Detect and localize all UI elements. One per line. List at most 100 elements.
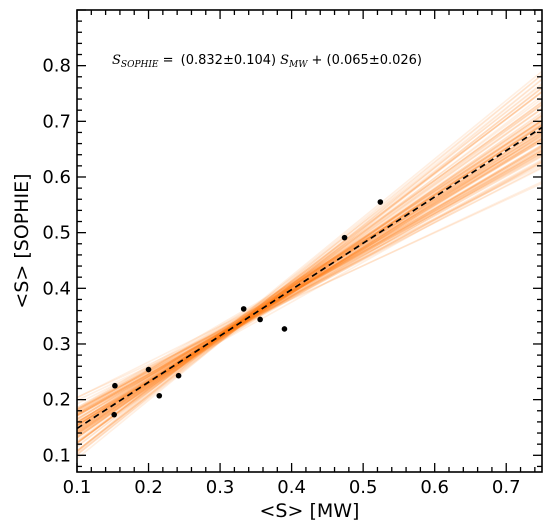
sample-line xyxy=(77,160,542,414)
best-fit-line-group xyxy=(77,126,542,430)
sample-line xyxy=(77,119,542,430)
x-tick-label: 0.1 xyxy=(63,477,92,498)
data-point xyxy=(377,199,384,205)
sample-line xyxy=(77,74,542,456)
sample-line xyxy=(77,108,542,442)
sample-line xyxy=(77,152,542,414)
y-tick-label: 0.8 xyxy=(42,56,71,77)
sample-line xyxy=(77,146,542,413)
sample-line xyxy=(77,101,542,443)
sample-line xyxy=(77,104,542,439)
sample-line xyxy=(77,101,542,444)
sample-line xyxy=(77,153,542,412)
x-tick-labels: 0.1 0.2 0.3 0.4 0.5 0.6 0.7 xyxy=(63,477,521,498)
sample-line xyxy=(77,130,542,433)
x-tick-label: 0.5 xyxy=(349,477,378,498)
sample-line xyxy=(77,120,542,424)
sample-line xyxy=(77,86,542,455)
x-tick-label: 0.2 xyxy=(134,477,163,498)
sample-line xyxy=(77,122,542,436)
sample-line xyxy=(77,180,542,402)
sample-line xyxy=(77,114,542,435)
data-point xyxy=(112,382,118,389)
sample-line xyxy=(77,150,542,426)
sample-line xyxy=(77,166,542,410)
x-axis-label: <S> [MW] xyxy=(260,500,360,522)
data-point xyxy=(156,392,163,399)
sample-line xyxy=(77,148,542,411)
sample-line xyxy=(77,124,542,429)
sample-line xyxy=(77,140,542,420)
sample-line xyxy=(77,90,542,447)
sample-line xyxy=(77,123,542,434)
sample-line xyxy=(77,82,542,453)
y-tick-label: 0.3 xyxy=(42,334,71,355)
sample-line xyxy=(77,127,542,436)
sample-line xyxy=(77,149,542,416)
sample-line xyxy=(77,140,542,423)
annotation-equals: = xyxy=(158,53,177,68)
x-tick-label: 0.4 xyxy=(277,477,306,498)
sample-line xyxy=(77,129,542,427)
annotation-slope: (0.832±0.104) xyxy=(181,53,276,68)
sample-line xyxy=(77,90,542,452)
x-tick-label: 0.3 xyxy=(206,477,235,498)
sample-line xyxy=(77,151,542,411)
sample-line xyxy=(77,139,542,426)
sample-line xyxy=(77,78,542,454)
sample-line xyxy=(77,154,542,409)
sample-line xyxy=(77,114,542,435)
sample-line xyxy=(77,150,542,412)
sample-line xyxy=(77,125,542,426)
sample-line xyxy=(77,167,542,405)
sample-line xyxy=(77,136,542,409)
sample-line xyxy=(77,140,542,412)
fit-equation-annotation: SSOPHIE = (0.832±0.104) SMW + (0.065±0.026… xyxy=(112,53,422,70)
sample-line xyxy=(77,134,542,430)
sample-line xyxy=(77,98,542,444)
y-tick-label: 0.2 xyxy=(42,390,71,411)
annotation-lhs-subscript: SOPHIE xyxy=(121,60,159,70)
sample-line xyxy=(77,146,542,417)
sample-line xyxy=(77,152,542,420)
sample-line xyxy=(77,119,542,439)
data-point xyxy=(145,366,152,373)
x-tick-label: 0.6 xyxy=(420,477,449,498)
data-point xyxy=(341,234,348,241)
data-point xyxy=(175,372,182,379)
sample-line xyxy=(77,107,542,437)
sample-line xyxy=(77,161,542,417)
y-tick-label: 0.4 xyxy=(42,278,71,299)
y-tick-label: 0.7 xyxy=(42,111,71,132)
y-tick-label: 0.1 xyxy=(42,445,71,466)
sample-line xyxy=(77,137,542,421)
sample-line xyxy=(77,155,542,417)
best-fit-line xyxy=(77,126,542,430)
sample-line xyxy=(77,145,542,419)
sample-line xyxy=(77,102,542,439)
sample-line xyxy=(77,131,542,433)
annotation-rhs-subscript: MW xyxy=(288,60,308,70)
sample-line xyxy=(77,130,542,431)
sample-line xyxy=(77,158,542,415)
sample-line xyxy=(77,117,542,434)
sample-line xyxy=(77,149,542,423)
y-tick-label: 0.5 xyxy=(42,223,71,244)
sample-line xyxy=(77,143,542,424)
sample-line xyxy=(77,115,542,434)
annotation-lhs: S xyxy=(112,53,121,68)
plot-frame xyxy=(76,9,543,473)
sample-line xyxy=(77,137,542,424)
sample-line xyxy=(77,148,542,417)
sample-line xyxy=(77,114,542,438)
data-point xyxy=(281,326,288,332)
sample-line xyxy=(77,149,542,415)
y-tick-label: 0.6 xyxy=(42,167,71,188)
sample-line xyxy=(77,132,542,422)
sample-line xyxy=(77,123,542,433)
sample-line xyxy=(77,112,542,437)
sample-line xyxy=(77,152,542,416)
sample-line xyxy=(77,127,542,431)
sample-line xyxy=(77,104,542,444)
